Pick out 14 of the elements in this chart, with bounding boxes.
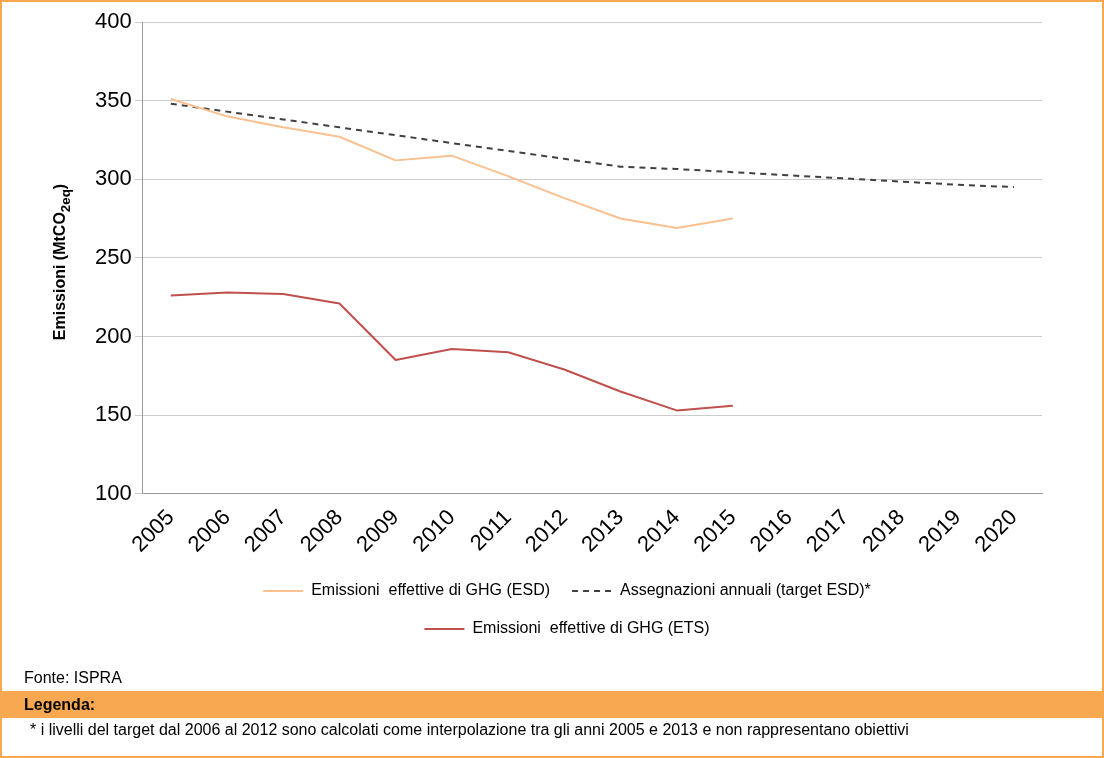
y-tick-label: 250 [94,243,132,269]
line-series [169,102,1015,189]
y-tick-label: 350 [94,86,132,112]
y-tick-label: 100 [94,479,132,505]
text: Legenda: [2,691,1102,718]
y-tick-label: 150 [94,401,132,427]
y-tick-label: 300 [94,165,132,191]
legend-label: Emissioni effettive di GHG (ETS) [472,619,710,637]
y-tick-label: 200 [94,322,132,348]
legend-label: Assegnazioni annuali (target ESD)* [620,581,871,599]
text: * i livelli del target dal 2006 al 2012 sono calcolati come interpolazione tra gli anni 2005 e 2013 e non rappresentano obiettivi [29,720,910,740]
y-tick-label: 400 [94,8,132,34]
legend-label: Emissioni effettive di GHG (ESD) [311,581,551,599]
source-note: Fonte: ISPRA [23,668,123,688]
